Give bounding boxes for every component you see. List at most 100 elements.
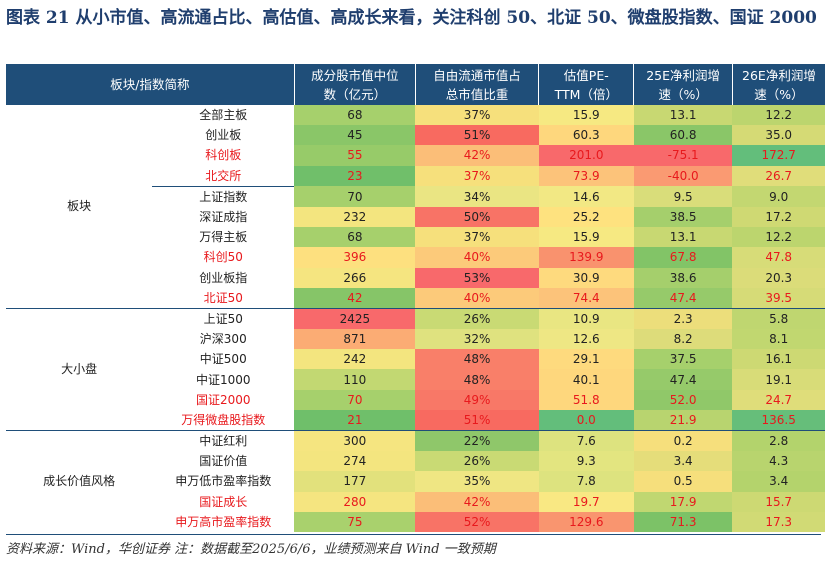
table-row: 科创板 55 42% 201.0 -75.1 172.7 bbox=[6, 145, 825, 166]
growth-25e-cell: 47.4 bbox=[633, 369, 733, 390]
group-label: 板块 bbox=[6, 105, 153, 309]
table-row: 国证2000 70 49% 51.8 52.0 24.7 bbox=[6, 389, 825, 410]
float-ratio-cell: 22% bbox=[415, 430, 539, 452]
pe-ttm-cell: 51.8 bbox=[538, 389, 634, 410]
growth-25e-cell: 8.2 bbox=[633, 329, 733, 350]
growth-25e-cell: 47.4 bbox=[633, 287, 733, 309]
growth-26e-cell: 39.5 bbox=[732, 287, 825, 309]
float-ratio-cell: 52% bbox=[415, 511, 539, 532]
table-row: 万得主板 68 37% 15.9 13.1 12.2 bbox=[6, 227, 825, 248]
market-cap-cell: 68 bbox=[294, 227, 416, 248]
data-table: 板块/指数简称 成分股市值中位 数（亿元） 自由流通市值占 总市值比重 估值PE- T… bbox=[6, 64, 825, 532]
table-row: 创业板 45 51% 60.3 60.8 35.0 bbox=[6, 125, 825, 146]
growth-25e-cell: 38.6 bbox=[633, 267, 733, 288]
row-name: 科创板 bbox=[152, 145, 295, 166]
growth-25e-cell: 0.2 bbox=[633, 430, 733, 452]
float-ratio-cell: 51% bbox=[415, 409, 539, 431]
header-growth-26e: 26E净利润增 速（%） bbox=[732, 64, 825, 105]
row-name: 上证指数 bbox=[152, 185, 295, 207]
growth-26e-cell: 4.3 bbox=[732, 451, 825, 472]
row-name: 北证50 bbox=[152, 287, 295, 309]
header-float-ratio: 自由流通市值占 总市值比重 bbox=[415, 64, 540, 105]
growth-25e-cell: 60.8 bbox=[633, 125, 733, 146]
float-ratio-cell: 42% bbox=[415, 145, 539, 166]
market-cap-cell: 23 bbox=[294, 165, 416, 187]
growth-26e-cell: 17.2 bbox=[732, 206, 825, 228]
source-footnote: 资料来源：Wind，华创证券 注：数据截至2025/6/6，业绩预测来自 Win… bbox=[6, 542, 496, 557]
header-market-cap: 成分股市值中位 数（亿元） bbox=[294, 64, 416, 105]
market-cap-cell: 45 bbox=[294, 125, 416, 146]
pe-ttm-cell: 129.6 bbox=[538, 511, 634, 532]
float-ratio-cell: 48% bbox=[415, 369, 539, 390]
row-name: 北交所 bbox=[152, 165, 295, 187]
float-ratio-cell: 48% bbox=[415, 349, 539, 370]
market-cap-cell: 300 bbox=[294, 430, 416, 452]
pe-ttm-cell: 74.4 bbox=[538, 287, 634, 309]
row-name: 申万低市盈率指数 bbox=[152, 471, 295, 492]
market-cap-cell: 274 bbox=[294, 451, 416, 472]
group-label: 成长价值风格 bbox=[6, 429, 153, 532]
table-row: 上证指数 70 34% 14.6 9.5 9.0 bbox=[6, 185, 825, 207]
float-ratio-cell: 26% bbox=[415, 307, 539, 330]
market-cap-cell: 21 bbox=[294, 409, 416, 431]
row-name: 申万高市盈率指数 bbox=[152, 511, 295, 532]
growth-25e-cell: 21.9 bbox=[633, 409, 733, 431]
pe-ttm-cell: 15.9 bbox=[538, 105, 634, 126]
row-name: 国证2000 bbox=[152, 389, 295, 410]
growth-25e-cell: 17.9 bbox=[633, 491, 733, 512]
growth-26e-cell: 35.0 bbox=[732, 125, 825, 146]
table-row: 申万高市盈率指数 75 52% 129.6 71.3 17.3 bbox=[6, 511, 825, 532]
pe-ttm-cell: 10.9 bbox=[538, 307, 634, 330]
market-cap-cell: 68 bbox=[294, 105, 416, 126]
pe-ttm-cell: 30.9 bbox=[538, 267, 634, 288]
growth-25e-cell: 0.5 bbox=[633, 471, 733, 492]
table-row: 创业板指 266 53% 30.9 38.6 20.3 bbox=[6, 267, 825, 288]
market-cap-cell: 2425 bbox=[294, 307, 416, 330]
row-name: 沪深300 bbox=[152, 329, 295, 350]
row-name: 万得主板 bbox=[152, 227, 295, 248]
float-ratio-cell: 40% bbox=[415, 247, 539, 268]
market-cap-cell: 75 bbox=[294, 511, 416, 532]
float-ratio-cell: 37% bbox=[415, 105, 539, 126]
float-ratio-cell: 26% bbox=[415, 451, 539, 472]
growth-25e-cell: 67.8 bbox=[633, 247, 733, 268]
header-row: 板块/指数简称 成分股市值中位 数（亿元） 自由流通市值占 总市值比重 估值PE- T… bbox=[6, 64, 825, 105]
header-growth-25e: 25E净利润增 速（%） bbox=[633, 64, 733, 105]
table-row: 北交所 23 37% 73.9 -40.0 26.7 bbox=[6, 165, 825, 187]
pe-ttm-cell: 19.7 bbox=[538, 491, 634, 512]
pe-ttm-cell: 14.6 bbox=[538, 186, 634, 207]
row-name: 国证价值 bbox=[152, 451, 295, 472]
table-row: 国证成长 280 42% 19.7 17.9 15.7 bbox=[6, 491, 825, 512]
growth-25e-cell: 13.1 bbox=[633, 227, 733, 248]
growth-26e-cell: 24.7 bbox=[732, 389, 825, 410]
market-cap-cell: 232 bbox=[294, 206, 416, 228]
market-cap-cell: 871 bbox=[294, 329, 416, 350]
growth-26e-cell: 8.1 bbox=[732, 329, 825, 350]
float-ratio-cell: 42% bbox=[415, 491, 539, 512]
market-cap-cell: 396 bbox=[294, 247, 416, 268]
growth-26e-cell: 9.0 bbox=[732, 186, 825, 207]
row-name: 上证50 bbox=[152, 307, 295, 330]
growth-25e-cell: 13.1 bbox=[633, 105, 733, 126]
growth-25e-cell: 9.5 bbox=[633, 186, 733, 207]
growth-26e-cell: 20.3 bbox=[732, 267, 825, 288]
market-cap-cell: 266 bbox=[294, 267, 416, 288]
growth-25e-cell: 38.5 bbox=[633, 206, 733, 228]
pe-ttm-cell: 29.1 bbox=[538, 349, 634, 370]
row-name: 中证红利 bbox=[152, 430, 295, 452]
table-row: 国证价值 274 26% 9.3 3.4 4.3 bbox=[6, 451, 825, 472]
market-cap-cell: 110 bbox=[294, 369, 416, 390]
pe-ttm-cell: 201.0 bbox=[538, 145, 634, 166]
table-row: 板块 全部主板 68 37% 15.9 13.1 12.2 bbox=[6, 105, 825, 309]
pe-ttm-cell: 139.9 bbox=[538, 247, 634, 268]
pe-ttm-cell: 9.3 bbox=[538, 451, 634, 472]
float-ratio-cell: 51% bbox=[415, 125, 539, 146]
table-row: 中证500 242 48% 29.1 37.5 16.1 bbox=[6, 349, 825, 370]
row-name: 全部主板 bbox=[152, 105, 295, 126]
growth-26e-cell: 136.5 bbox=[732, 409, 825, 431]
growth-26e-cell: 3.4 bbox=[732, 471, 825, 492]
market-cap-cell: 55 bbox=[294, 145, 416, 166]
growth-25e-cell: 2.3 bbox=[633, 307, 733, 330]
pe-ttm-cell: 73.9 bbox=[538, 165, 634, 187]
table-row: 大小盘 上证50 2425 26% 10.9 2.3 5.8 bbox=[6, 307, 825, 431]
